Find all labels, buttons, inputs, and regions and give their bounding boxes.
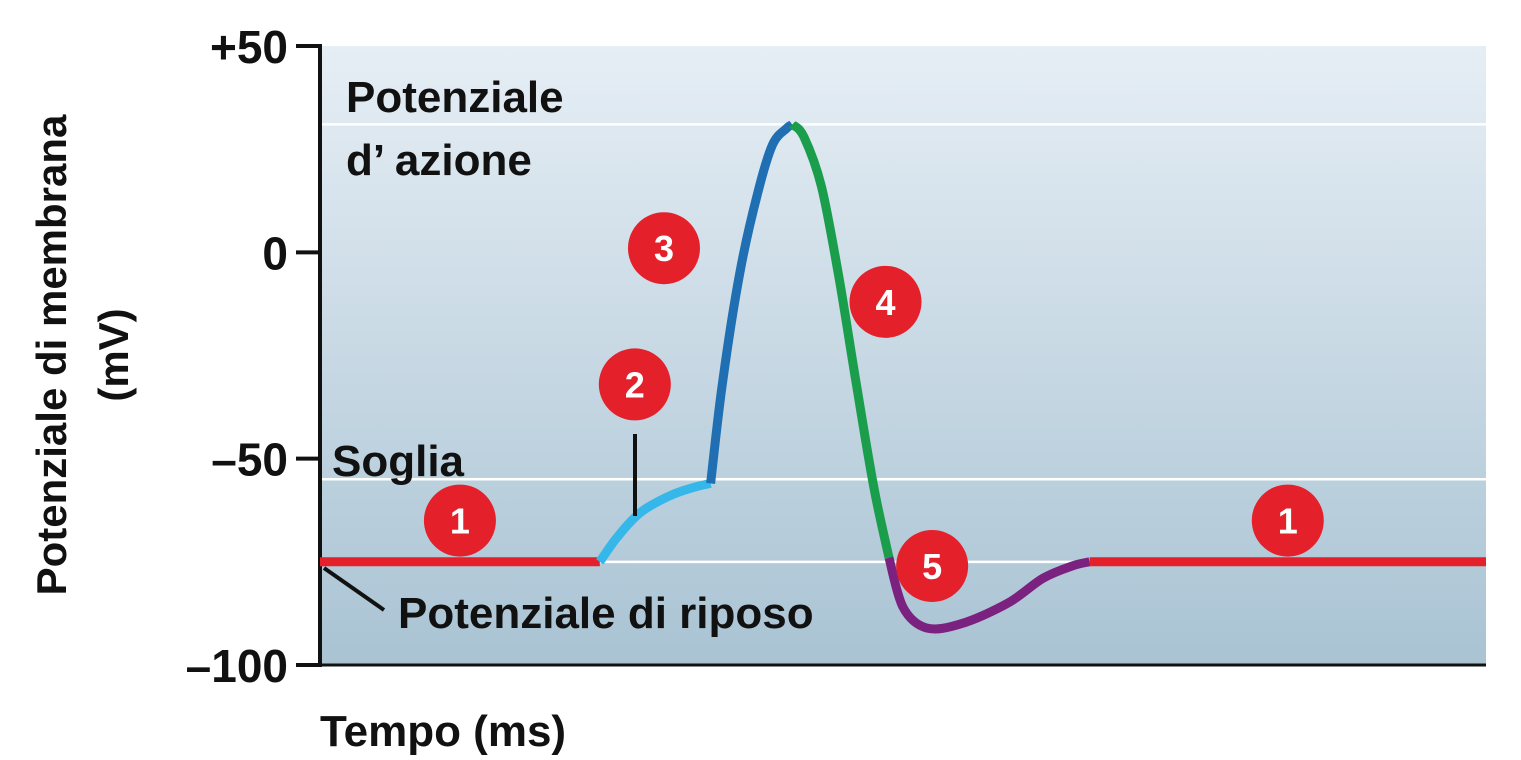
curve-segment-phase-3 (706, 120, 795, 484)
resting-potential-label: Potenziale di riposo (398, 589, 814, 638)
phase-badge: 2 (598, 348, 671, 421)
phase-badge-label: 2 (625, 364, 645, 405)
curve-segment-phase-5 (884, 556, 1091, 634)
phase-badge: 5 (896, 529, 969, 602)
title-line1: Potenziale (346, 73, 564, 122)
y-tick-marks (296, 44, 320, 667)
phase-badge-circle (896, 529, 969, 602)
y-tick-label: –50 (211, 434, 288, 486)
y-tick-label: –100 (186, 640, 288, 692)
phase-badge-label: 4 (875, 282, 895, 323)
phase-badge-label: 1 (450, 501, 470, 542)
y-axis-label-line1: Potenziale di membrana (28, 114, 75, 595)
y-axis-label-line2: (mV) (90, 308, 137, 401)
membrane-potential-curve (320, 120, 1486, 634)
phase-badge: 4 (849, 265, 922, 338)
title-line2: d’ azione (346, 136, 532, 185)
y-tick-label: 0 (262, 227, 288, 279)
phase-badge-circle (598, 348, 671, 421)
phase-badge-circle (627, 212, 700, 285)
phase-badge-circle (849, 265, 922, 338)
x-axis-label: Tempo (ms) (320, 707, 566, 756)
phase-badges: 1 2 3 4 5 1 (423, 212, 1324, 602)
y-tick-label: +50 (210, 21, 288, 73)
phase-badge-label: 5 (922, 546, 942, 587)
phase-badge-circle (1251, 484, 1324, 557)
curve-segment-phase-4 (788, 120, 894, 559)
phase-badge-label: 3 (654, 228, 674, 269)
phase-badge: 1 (423, 484, 496, 557)
phase-badge-circle (423, 484, 496, 557)
phase-badge: 3 (627, 212, 700, 285)
resting-label-pointer (322, 566, 386, 612)
curve-segment-phase-2 (596, 479, 712, 565)
phase-badge-label: 1 (1278, 501, 1298, 542)
y-tick-labels: +50 0 –50 –100 (186, 21, 288, 692)
threshold-label: Soglia (332, 437, 465, 486)
phase-badge: 1 (1251, 484, 1324, 557)
